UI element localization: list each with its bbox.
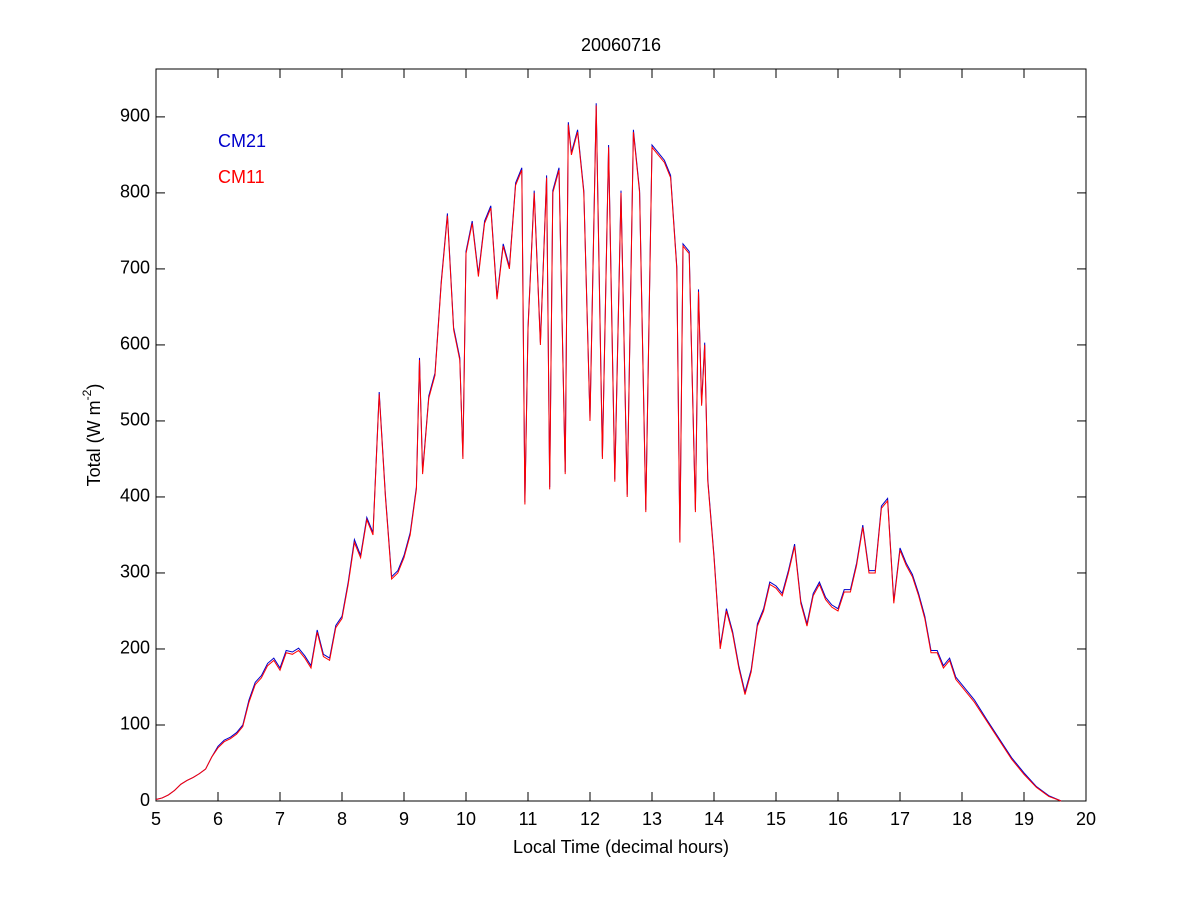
x-axis-label: Local Time (decimal hours) — [513, 837, 729, 857]
series-line — [155, 105, 1062, 802]
x-tick-label: 10 — [456, 809, 476, 829]
y-tick-label: 400 — [120, 486, 150, 506]
y-tick-label: 0 — [140, 790, 150, 810]
y-tick-label: 100 — [120, 714, 150, 734]
y-axis-label: Total (W m-2) — [80, 384, 104, 487]
x-tick-label: 14 — [704, 809, 724, 829]
legend-entry: CM11 — [218, 167, 265, 187]
x-tick-label: 16 — [828, 809, 848, 829]
y-tick-label: 600 — [120, 334, 150, 354]
y-tick-label: 300 — [120, 562, 150, 582]
x-tick-label: 13 — [642, 809, 662, 829]
x-tick-label: 9 — [399, 809, 409, 829]
x-tick-label: 17 — [890, 809, 910, 829]
y-tick-label: 500 — [120, 410, 150, 430]
chart-title: 20060716 — [581, 35, 661, 55]
y-tick-label: 800 — [120, 182, 150, 202]
plot-area — [155, 68, 1087, 802]
x-tick-label: 12 — [580, 809, 600, 829]
x-tick-label: 20 — [1076, 809, 1096, 829]
x-tick-label: 5 — [151, 809, 161, 829]
x-tick-label: 19 — [1014, 809, 1034, 829]
y-tick-label: 700 — [120, 258, 150, 278]
y-label-text: Total (W m — [84, 400, 104, 486]
x-tick-label: 11 — [519, 809, 538, 829]
y-tick-label: 200 — [120, 638, 150, 658]
legend-entry: CM21 — [218, 131, 266, 151]
y-label-end: ) — [84, 384, 104, 390]
x-tick-label: 7 — [275, 809, 285, 829]
x-tick-label: 15 — [766, 809, 786, 829]
y-label-sup: -2 — [80, 389, 94, 400]
x-tick-label: 8 — [337, 809, 347, 829]
x-tick-label: 6 — [213, 809, 223, 829]
x-tick-label: 18 — [952, 809, 972, 829]
y-tick-label: 900 — [120, 106, 150, 126]
